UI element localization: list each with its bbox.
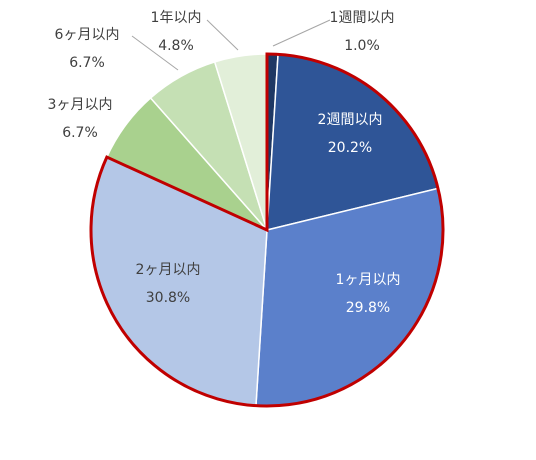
slice-label: 6ヶ月以内 (55, 27, 120, 43)
value-label: 30.8% (146, 290, 190, 306)
value-label: 6.7% (69, 55, 105, 71)
value-label: 29.8% (346, 300, 390, 316)
value-label: 20.2% (328, 140, 372, 156)
value-label: 1.0% (344, 38, 380, 54)
slice-label: 1年以内 (151, 10, 202, 26)
slice-label: 1ヶ月以内 (336, 272, 401, 288)
value-label: 4.8% (158, 38, 194, 54)
leader-line (206, 19, 239, 51)
slice-label: 1週間以内 (330, 10, 395, 26)
highlight-outline (89, 52, 445, 408)
slice-label: 3ヶ月以内 (48, 97, 113, 113)
slice-label: 2ヶ月以内 (136, 262, 201, 278)
leader-line (272, 19, 331, 47)
leader-line (131, 35, 179, 71)
value-label: 6.7% (62, 125, 98, 141)
slice-label: 2週間以内 (318, 112, 383, 128)
